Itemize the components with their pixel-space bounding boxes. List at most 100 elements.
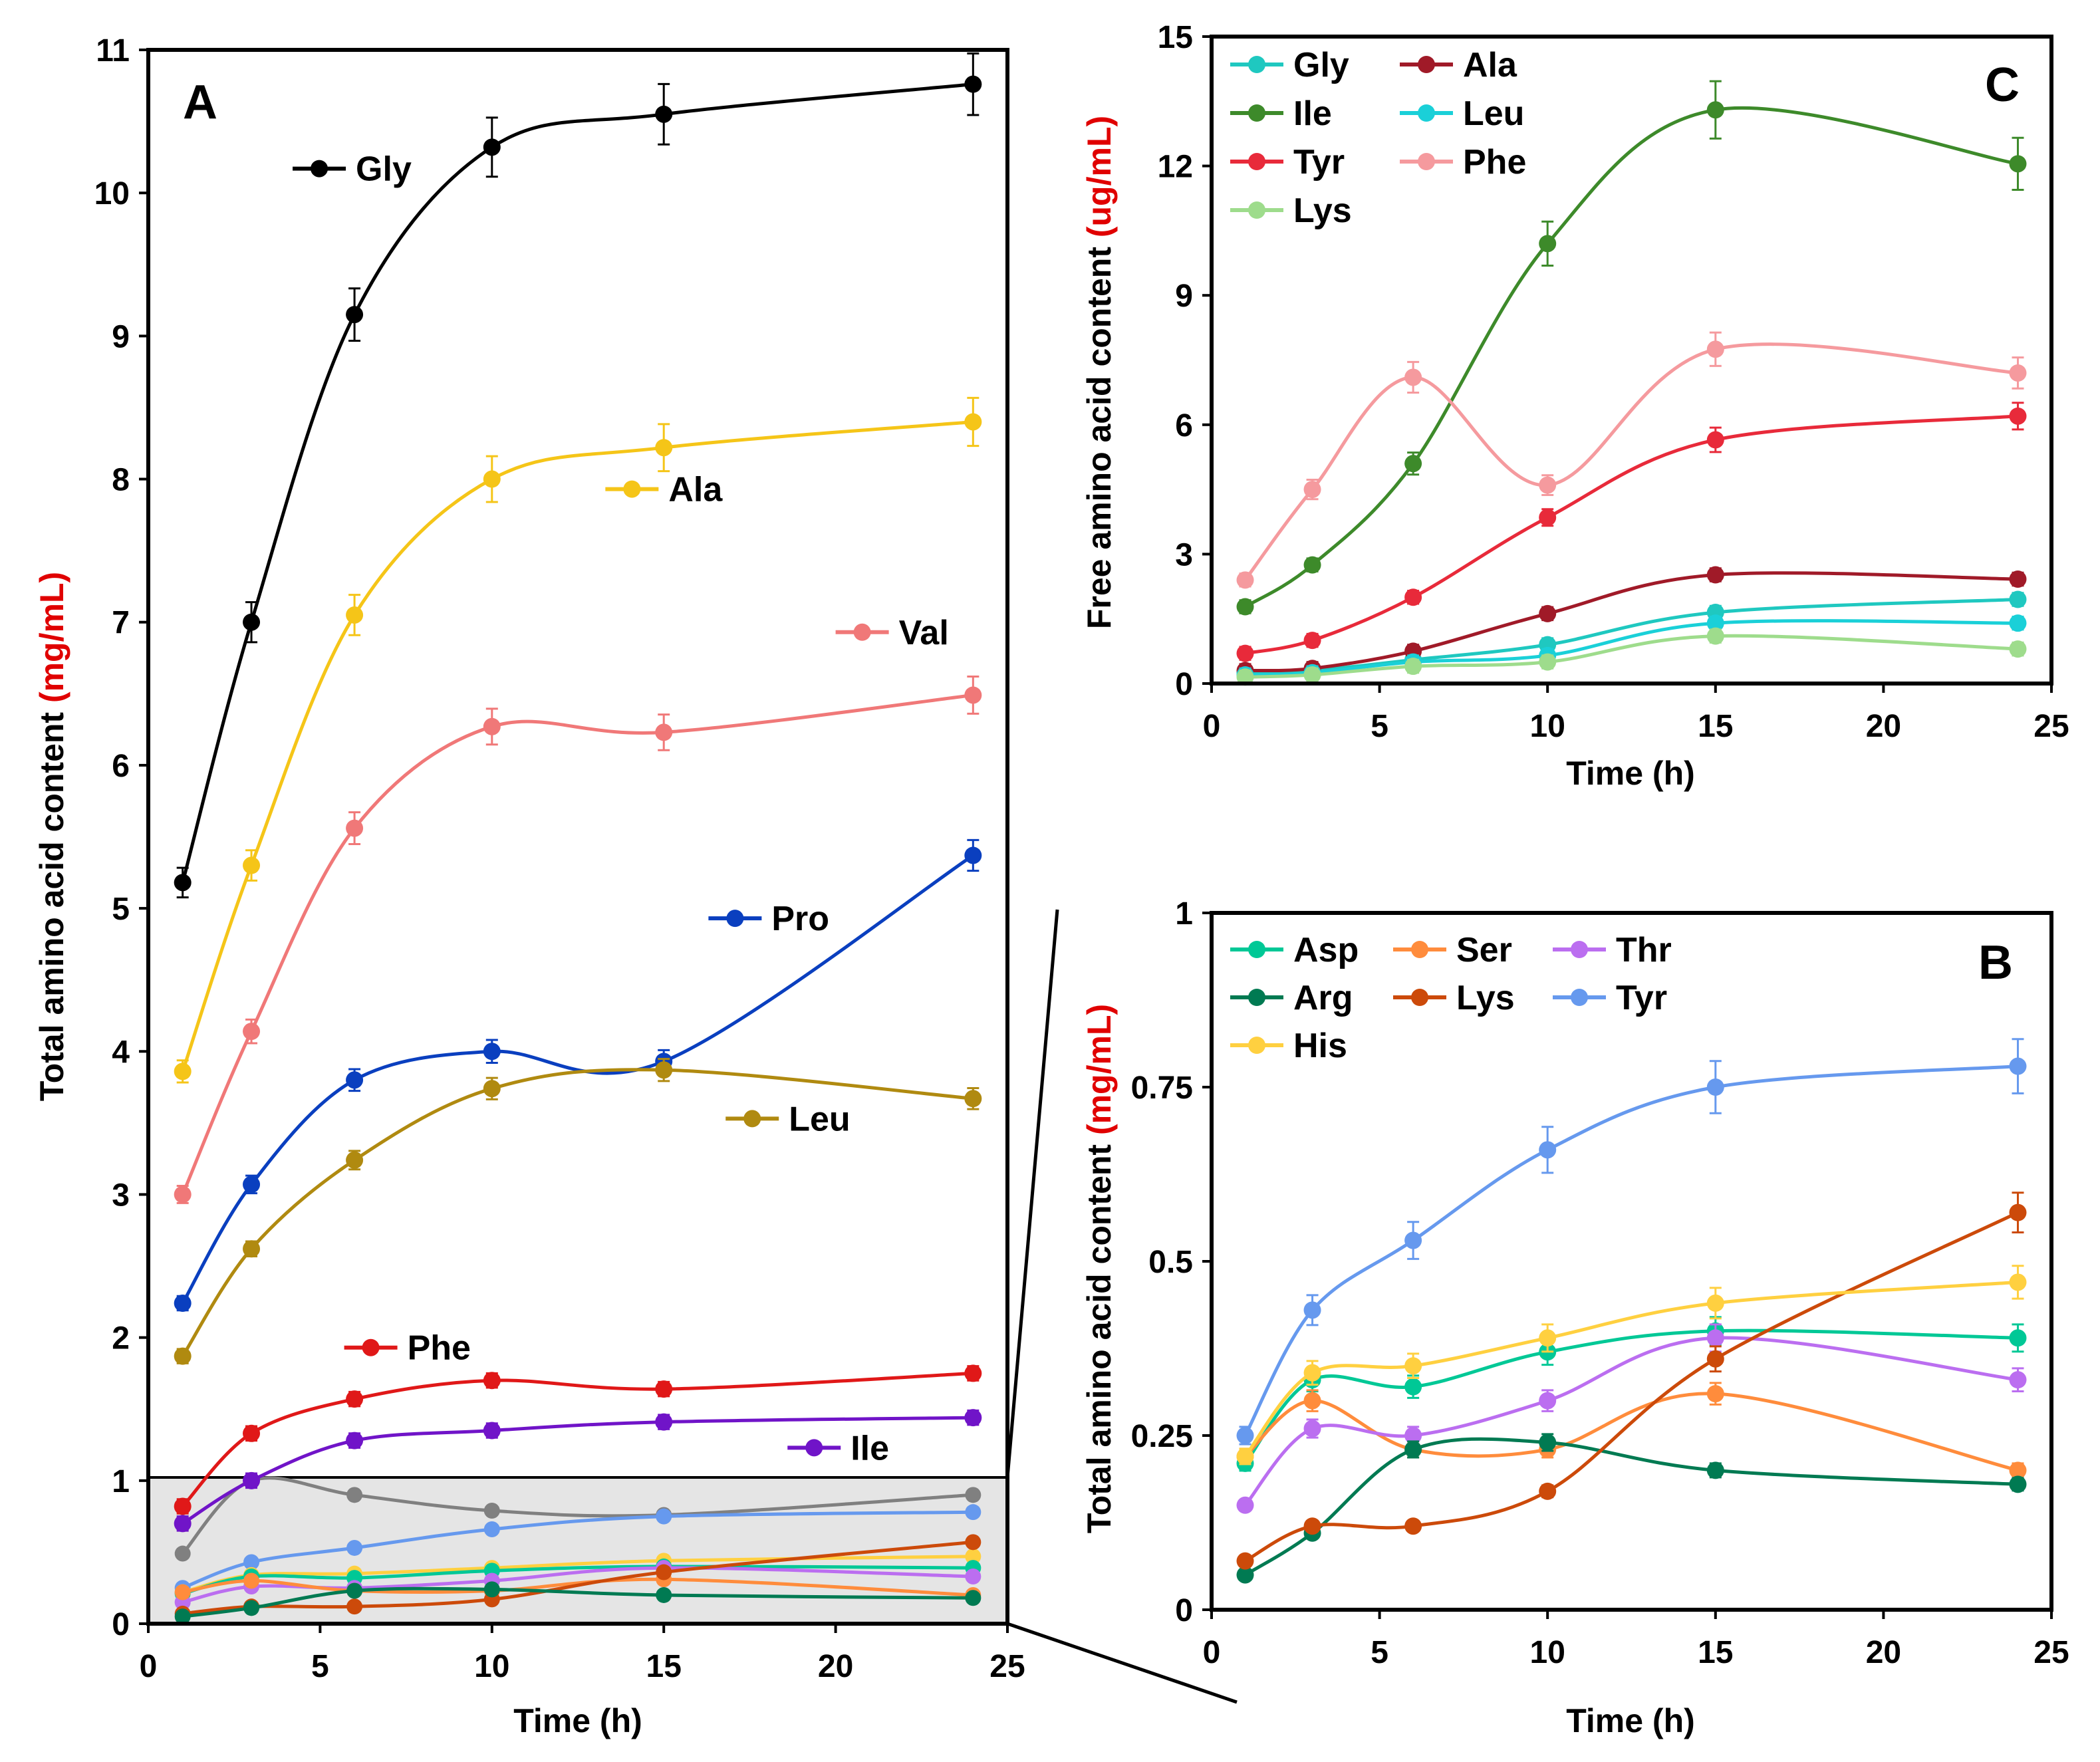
panel-a-phe-point xyxy=(964,1364,982,1382)
panel-a: 0 1 2 3 4 5 6 7 8 9 10 11 0 5 10 15 20 25 A Time (h) Tot… xyxy=(33,33,1025,1739)
panel-b-legend-swatch-marker xyxy=(1248,989,1265,1006)
panel-a-val-point xyxy=(964,686,982,704)
panel-b-thr-point xyxy=(1404,1427,1422,1444)
panel-b-tyr-point xyxy=(1303,1301,1321,1319)
panel-a-ile-point xyxy=(346,1432,364,1449)
panel-a-legend-label: Ile xyxy=(851,1429,889,1467)
panel-c-legend-swatch-marker xyxy=(1418,153,1435,170)
panel-a-val-point xyxy=(346,819,364,837)
panel-c-label: C xyxy=(1985,59,2020,112)
panel-a-ala-point xyxy=(243,856,261,874)
panel-c-ile-point xyxy=(2009,155,2027,173)
panel-a-ytick-label: 0 xyxy=(112,1607,130,1642)
panel-c-legend-swatch-marker xyxy=(1248,201,1265,219)
panel-b-ser-point xyxy=(1303,1392,1321,1410)
panel-c-legend-label: Lys xyxy=(1293,191,1352,230)
panel-b-his-point xyxy=(1404,1357,1422,1375)
panel-a-xtick-label: 25 xyxy=(989,1649,1025,1684)
panel-a-ytick-label: 7 xyxy=(112,606,130,641)
panel-b-lys-point xyxy=(1303,1517,1321,1535)
panel-a-xlabel: Time (h) xyxy=(513,1702,642,1739)
panel-c-tyr-point xyxy=(2009,407,2027,425)
panel-c-ylabel-unit: (ug/mL) xyxy=(1081,116,1118,237)
panel-a-inset-lys-point xyxy=(346,1598,363,1615)
panel-b-xtick-label: 25 xyxy=(2034,1635,2069,1670)
panel-b-xtick-label: 15 xyxy=(1698,1635,1733,1670)
panel-c-tyr-point xyxy=(1539,509,1557,527)
panel-b-thr-point xyxy=(1236,1496,1254,1514)
panel-b-lys-point xyxy=(1236,1552,1254,1570)
panel-a-ala-point xyxy=(346,606,364,624)
panel-c-lys-point xyxy=(2009,640,2027,658)
panel-a-inset-gly-like-point xyxy=(483,1503,500,1519)
panel-a-phe-point xyxy=(174,1497,192,1515)
panel-a-leu-point xyxy=(964,1090,982,1108)
panel-a-series-gly-0-line xyxy=(181,82,974,884)
panel-b-label: B xyxy=(1978,936,2013,989)
panel-c-frame xyxy=(1210,35,2053,686)
panel-a-ile-point xyxy=(243,1471,261,1489)
panel-a-xtick-label: 5 xyxy=(311,1649,329,1684)
panel-a-label: A xyxy=(183,76,217,129)
panel-b-legend-swatch-marker xyxy=(1411,941,1428,958)
panel-c-xtick-label: 10 xyxy=(1530,709,1565,744)
panel-b-arg-point xyxy=(1236,1566,1254,1584)
panel-c-ylabel: Free amino acid content (ug/mL) xyxy=(1081,116,1118,629)
panel-c-legend-item-ala: Ala xyxy=(1400,46,1517,84)
panel-b-xtick-label: 5 xyxy=(1371,1635,1388,1670)
panel-a-phe-point xyxy=(483,1372,501,1390)
panel-b-legend-label: His xyxy=(1293,1027,1347,1065)
panel-a-inset-gly-like-point xyxy=(965,1487,982,1503)
panel-c-legend-item-leu: Leu xyxy=(1400,94,1524,133)
panel-c-ala-point xyxy=(1706,566,1724,584)
panel-b-asp-point xyxy=(2009,1329,2027,1347)
panel-c-legend-item-ile: Ile xyxy=(1230,94,1332,133)
panel-a-legend-item-gly: Gly xyxy=(293,150,412,189)
panel-a-gly-point xyxy=(346,306,364,324)
panel-b-tyr-point xyxy=(1539,1141,1557,1159)
panel-c-legend-swatch-marker xyxy=(1248,104,1265,122)
panel-b-legend-item-tyr: Tyr xyxy=(1553,979,1667,1017)
panel-a-inset-tyr-point xyxy=(346,1539,363,1556)
panel-a-ala-point xyxy=(964,413,982,431)
panel-a-pro-point xyxy=(964,846,982,864)
panel-b-legend-item-thr: Thr xyxy=(1553,931,1672,969)
panel-b-thr-point xyxy=(2009,1371,2027,1389)
panel-c-lys-point xyxy=(1539,653,1557,671)
panel-b-ylabel: Total amino acid content (mg/mL) xyxy=(1081,1004,1118,1533)
panel-a-gly-point xyxy=(174,874,192,892)
panel-a-leu-point xyxy=(174,1347,192,1365)
panel-b-frame xyxy=(1210,911,2053,1612)
panel-b-his-point xyxy=(1236,1447,1254,1465)
panel-a-inset-arg-point xyxy=(483,1581,500,1598)
panel-b-asp-point xyxy=(1404,1378,1422,1396)
panel-a-leu-point xyxy=(655,1061,673,1079)
panel-a-ytick-label: 4 xyxy=(112,1035,130,1070)
panel-b-ytick-label: 0 xyxy=(1175,1593,1193,1628)
panel-c-ile-point xyxy=(1706,101,1724,119)
panel-c-tyr-point xyxy=(1236,644,1254,662)
panel-b-ylabel-text: Total amino acid content xyxy=(1081,1135,1118,1533)
panel-c-phe-point xyxy=(1303,481,1321,499)
panel-b-legend-label: Thr xyxy=(1616,931,1672,969)
panel-c-legend-item-gly: Gly xyxy=(1230,46,1349,84)
panel-c-ytick-label: 6 xyxy=(1175,408,1193,443)
panel-c-series-leu-3-line xyxy=(1245,619,2018,677)
panel-a-ile-point xyxy=(174,1515,192,1533)
panel-a-xtick-label: 15 xyxy=(646,1649,682,1684)
panel-c-series-tyr-4-line xyxy=(1245,414,2018,656)
panel-a-legend-swatch-marker xyxy=(362,1338,380,1356)
panel-b-legend-item-arg: Arg xyxy=(1230,979,1353,1017)
panel-a-pro-point xyxy=(346,1071,364,1089)
panel-a-inset-gly-like-point xyxy=(346,1487,363,1503)
panel-c-legend-label: Leu xyxy=(1463,94,1524,133)
panel-a-inset-lys-point xyxy=(656,1564,672,1580)
panel-a-inset-his-point xyxy=(965,1548,982,1565)
panel-a-legend-swatch-marker xyxy=(726,910,744,928)
panel-a-xtick-label: 0 xyxy=(140,1649,158,1684)
panel-c-xtick-label: 25 xyxy=(2034,709,2069,744)
panel-b-tyr-point xyxy=(1706,1078,1724,1096)
panel-a-series-leu-4-line xyxy=(181,1068,974,1357)
panel-a-ytick-label: 2 xyxy=(112,1321,130,1356)
panel-a-legend-label: Leu xyxy=(789,1100,850,1138)
